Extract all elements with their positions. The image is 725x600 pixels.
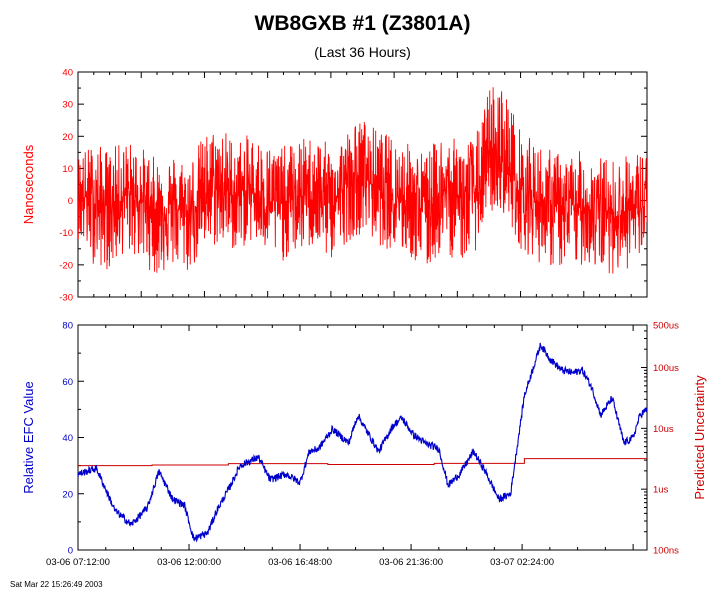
bottom-y-axis-label: Relative EFC Value xyxy=(21,381,36,493)
top-y-axis-label: Nanoseconds xyxy=(21,144,36,224)
bottom-ytick-label: 40 xyxy=(62,433,73,444)
bottom-xtick-label: 03-06 21:36:00 xyxy=(379,557,443,568)
bottom-right-tick-label: 1us xyxy=(653,485,669,496)
top-ytick-label: 0 xyxy=(68,196,73,207)
top-plot: -30 -20 -10 0 10 20 30 40 Nanoseconds xyxy=(21,68,648,304)
bottom-xtick-label: 03-06 07:12:00 xyxy=(46,557,110,568)
bottom-ytick-label: 80 xyxy=(62,321,73,332)
bottom-xtick-label: 03-06 16:48:00 xyxy=(268,557,332,568)
top-ytick-label: -10 xyxy=(59,228,73,239)
uncertainty-series-line xyxy=(78,458,647,467)
bottom-plot: 0 20 40 60 80 100ns 1us 10us 100us 500us 03-06 07:… xyxy=(21,321,707,569)
timestamp: Sat Mar 22 15:26:49 2003 xyxy=(10,580,103,589)
bottom-right-tick-label: 100ns xyxy=(653,546,679,557)
bottom-ytick-label: 60 xyxy=(62,377,73,388)
bottom-plot-frame xyxy=(77,324,648,551)
bottom-xtick-label: 03-07 02:24:00 xyxy=(490,557,554,568)
top-ytick-label: 40 xyxy=(62,68,73,79)
offset-series-line xyxy=(78,87,647,274)
bottom-right-tick-label: 100us xyxy=(653,363,679,374)
top-ytick-label: 10 xyxy=(62,164,73,175)
bottom-right-axis-label: Predicted Uncertainty xyxy=(692,375,707,500)
efc-series-line xyxy=(78,342,647,543)
top-ytick-label: -30 xyxy=(59,293,73,304)
top-ytick-label: 30 xyxy=(62,100,73,111)
top-ytick-label: 20 xyxy=(62,132,73,143)
bottom-xtick-label: 03-06 12:00:00 xyxy=(157,557,221,568)
bottom-right-tick-label: 10us xyxy=(653,424,674,435)
chart-title: WB8GXB #1 (Z3801A) xyxy=(254,12,471,35)
top-ytick-label: -20 xyxy=(59,260,73,271)
bottom-right-tick-label: 500us xyxy=(653,321,679,332)
bottom-ytick-label: 0 xyxy=(68,546,73,557)
bottom-ytick-label: 20 xyxy=(62,489,73,500)
chart-subtitle: (Last 36 Hours) xyxy=(314,44,411,60)
